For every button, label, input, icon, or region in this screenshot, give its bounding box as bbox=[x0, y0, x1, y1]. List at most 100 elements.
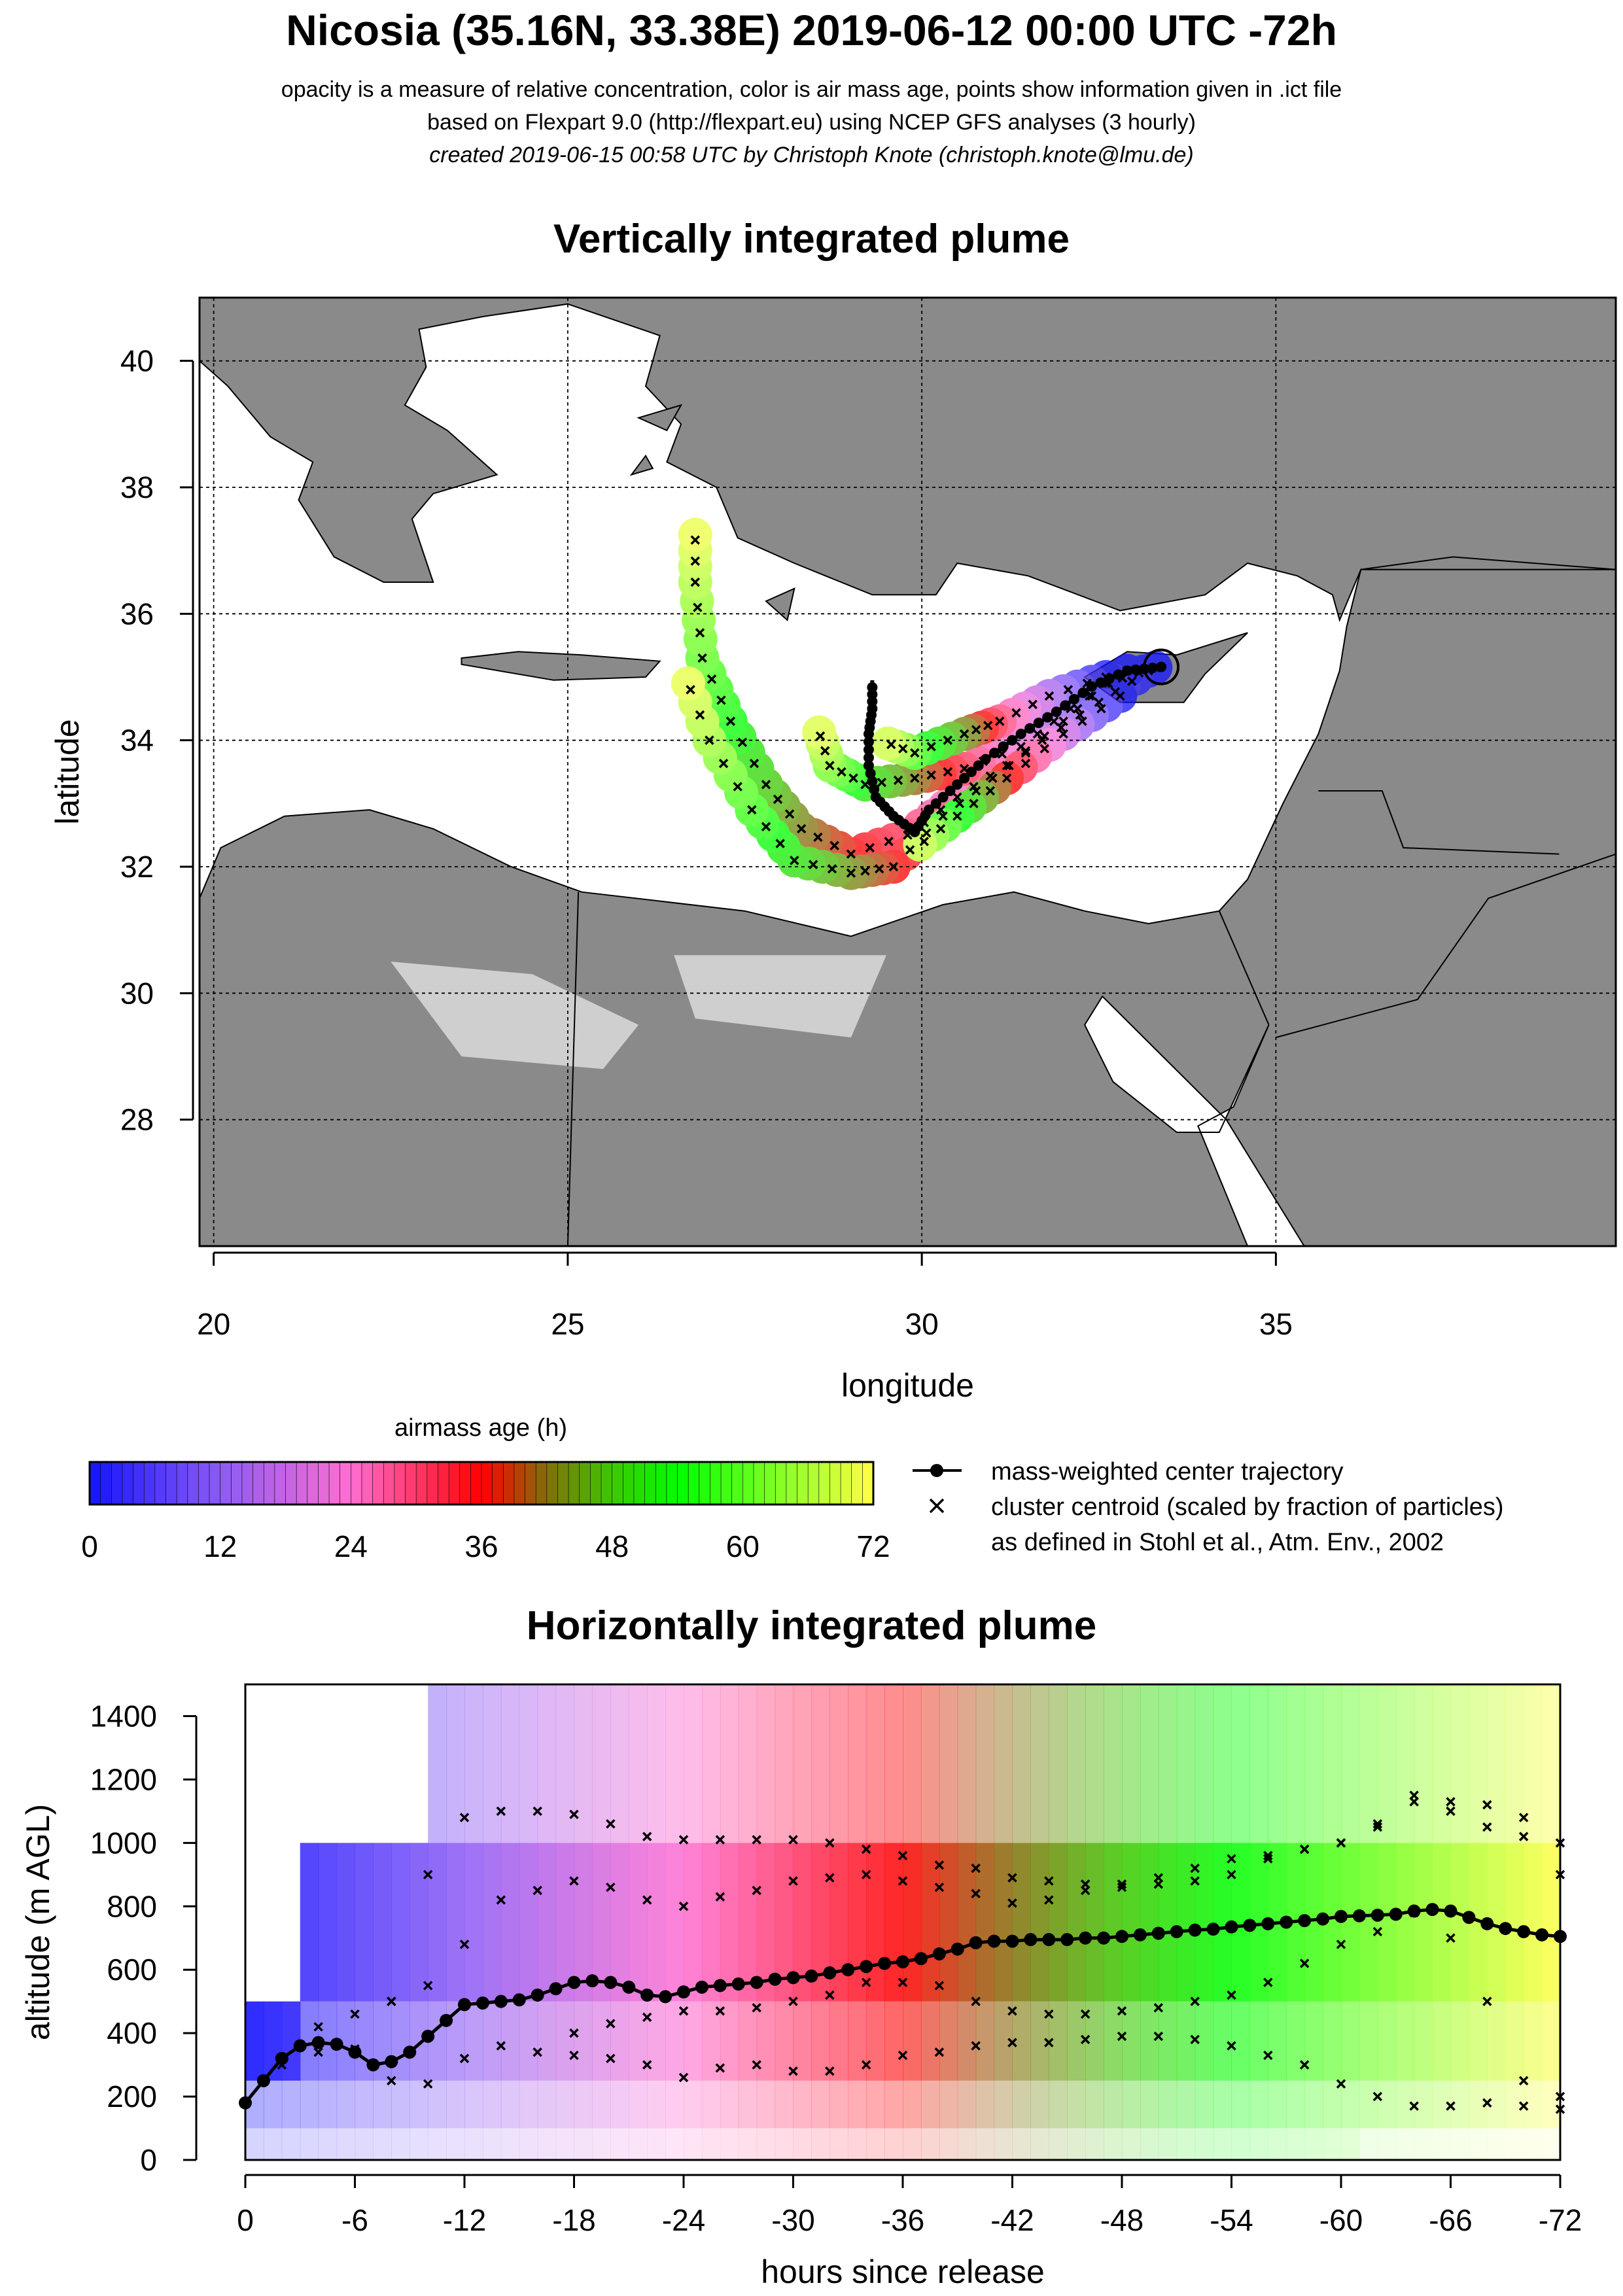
cluster-centroid-marker bbox=[926, 770, 936, 780]
altitude-cluster-centroid-marker bbox=[861, 1977, 871, 1987]
map-plot-area bbox=[198, 296, 1617, 1247]
map-x-tick-label: 20 bbox=[197, 1307, 230, 1341]
plume-heatmap-cell bbox=[848, 1843, 867, 2002]
plume-heatmap-cell bbox=[1049, 2128, 1068, 2160]
cluster-centroid-marker bbox=[761, 822, 771, 832]
plume-heatmap-cell bbox=[1377, 2128, 1397, 2160]
plume-y-axis-label: altitude (m AGL) bbox=[20, 1804, 56, 2040]
altitude-cluster-centroid-marker bbox=[1007, 1898, 1017, 1908]
cluster-centroid-marker bbox=[761, 780, 771, 790]
land-south bbox=[199, 568, 1616, 1247]
cluster-centroid-marker bbox=[910, 748, 920, 758]
altitude-cluster-centroid-marker bbox=[1153, 2031, 1164, 2042]
cluster-centroid-marker bbox=[815, 731, 826, 741]
plume-heatmap-cell bbox=[811, 2128, 830, 2160]
colorbar-tick-label: 24 bbox=[334, 1529, 368, 1563]
altitude-center-trajectory-point bbox=[256, 2074, 270, 2087]
altitude-center-trajectory-point bbox=[531, 1988, 544, 2002]
map-x-tick-label: 25 bbox=[551, 1307, 584, 1341]
plume-y-axis: 0 200 400 600 800 1000 1200 1400 altitude (m AGL… bbox=[20, 1699, 198, 2177]
plume-heatmap-cell bbox=[1195, 1684, 1214, 1843]
plume-heatmap-cell bbox=[1213, 2001, 1232, 2081]
altitude-center-trajectory-point bbox=[567, 1975, 581, 1989]
plume-heatmap-cell bbox=[336, 2128, 356, 2160]
cluster-centroid-marker bbox=[827, 863, 837, 874]
plume-y-tick-label: 600 bbox=[107, 1953, 157, 1987]
altitude-center-trajectory-point bbox=[311, 2036, 325, 2049]
colorbar-cell bbox=[514, 1461, 526, 1505]
plume-heatmap-cell bbox=[1104, 2080, 1123, 2129]
altitude-cluster-centroid-marker bbox=[1117, 2031, 1127, 2042]
plume-heatmap-cell bbox=[994, 1684, 1013, 1843]
altitude-center-trajectory-point bbox=[421, 2029, 435, 2043]
colorbar-cell bbox=[753, 1461, 765, 1505]
plume-heatmap-cell bbox=[592, 2128, 611, 2160]
plume-heatmap-cell bbox=[263, 2080, 283, 2129]
plume-heatmap-cell bbox=[318, 2128, 338, 2160]
altitude-center-trajectory-point bbox=[786, 1971, 800, 1985]
plume-heatmap-cell bbox=[848, 2128, 867, 2160]
altitude-cluster-centroid-marker bbox=[788, 1835, 798, 1845]
plume-heatmap-cell bbox=[500, 1684, 520, 1843]
plume-heatmap-cell bbox=[647, 2080, 666, 2129]
altitude-cluster-centroid-marker bbox=[1446, 1806, 1456, 1817]
subtitle-opacity-note: opacity is a measure of relative concent… bbox=[281, 77, 1342, 102]
plume-heatmap-cell bbox=[281, 2080, 301, 2129]
altitude-cluster-centroid-marker bbox=[1044, 1895, 1054, 1905]
desert-patch-libya bbox=[391, 962, 639, 1070]
plume-heatmap-cell bbox=[1085, 2080, 1104, 2129]
plume-heatmap-cell bbox=[1377, 2080, 1397, 2129]
plume-heatmap-cell bbox=[1195, 1843, 1214, 2002]
plume-heatmap-cell bbox=[574, 2080, 593, 2129]
cluster-centroid-marker bbox=[725, 716, 736, 726]
plume-heatmap-cell bbox=[684, 2080, 703, 2129]
plume-heatmap-cell bbox=[957, 2080, 977, 2129]
cluster-centroid-marker bbox=[686, 685, 695, 695]
plume-heatmap-cell bbox=[848, 1684, 867, 1843]
plume-heatmap-cell bbox=[428, 1843, 447, 2002]
cluster-centroid-marker bbox=[796, 824, 807, 834]
plume-heatmap-cell bbox=[1286, 1684, 1305, 1843]
plume-heatmap-cell bbox=[957, 1843, 977, 2002]
plume-heatmap-cell bbox=[1049, 2080, 1068, 2129]
cluster-centroid-marker bbox=[737, 737, 748, 748]
altitude-cluster-centroid-marker bbox=[678, 1902, 689, 1911]
altitude-cluster-centroid-marker bbox=[1299, 1844, 1310, 1854]
altitude-cluster-centroid-marker bbox=[898, 2050, 908, 2061]
altitude-center-trajectory-point bbox=[1335, 1909, 1348, 1923]
plume-heatmap-cell bbox=[811, 1684, 830, 1843]
altitude-center-trajectory-point bbox=[1097, 1931, 1111, 1945]
cluster-centroid-marker bbox=[825, 761, 835, 771]
plume-heatmap-cell bbox=[684, 2128, 703, 2160]
plume-heatmap-cell bbox=[1524, 2128, 1543, 2160]
plume-heatmap-cell bbox=[920, 2128, 940, 2160]
altitude-cluster-centroid-marker bbox=[715, 1892, 725, 1902]
altitude-cluster-centroid-marker bbox=[1372, 1822, 1383, 1832]
altitude-center-trajectory-point bbox=[805, 1969, 818, 1983]
plume-heatmap-cell bbox=[1542, 2001, 1561, 2081]
altitude-cluster-centroid-marker bbox=[1153, 2003, 1164, 2013]
altitude-cluster-centroid-marker bbox=[1482, 1800, 1492, 1810]
altitude-cluster-centroid-marker bbox=[1263, 1977, 1273, 1987]
center-trajectory-point bbox=[867, 682, 878, 693]
altitude-center-trajectory-point bbox=[677, 1985, 690, 1999]
altitude-cluster-centroid-marker bbox=[387, 2076, 396, 2086]
cluster-centroid-marker bbox=[910, 773, 920, 783]
altitude-cluster-centroid-marker bbox=[1007, 2038, 1017, 2047]
plume-heatmap-cell bbox=[665, 1684, 684, 1843]
plume-heatmap-cell bbox=[975, 2001, 995, 2081]
plume-heatmap-cell bbox=[994, 2128, 1013, 2160]
plume-heatmap-cell bbox=[519, 2001, 538, 2081]
map-y-tick-label: 32 bbox=[120, 850, 154, 884]
cluster-centroid-marker bbox=[943, 735, 953, 745]
plume-heatmap-cell bbox=[647, 2128, 666, 2160]
plume-heatmap-cell bbox=[1030, 2080, 1049, 2129]
altitude-cluster-centroid-marker bbox=[313, 2022, 323, 2032]
altitude-cluster-centroid-marker bbox=[898, 1977, 908, 1987]
center-trajectory-point bbox=[1024, 723, 1036, 734]
altitude-center-trajectory-point bbox=[1407, 1904, 1421, 1918]
map-frame bbox=[198, 296, 1617, 1247]
plume-heatmap-cell bbox=[355, 1843, 374, 2002]
altitude-cluster-centroid-marker bbox=[825, 1990, 835, 2000]
altitude-center-trajectory-point bbox=[1005, 1934, 1019, 1948]
